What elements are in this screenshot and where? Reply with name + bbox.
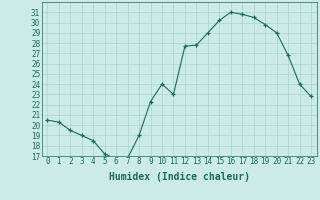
X-axis label: Humidex (Indice chaleur): Humidex (Indice chaleur) <box>109 172 250 182</box>
